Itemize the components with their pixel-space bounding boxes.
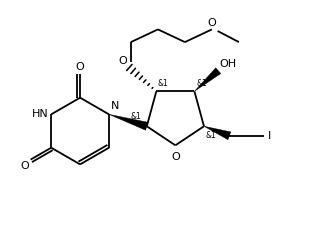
Text: O: O [118, 56, 127, 66]
Text: &1: &1 [205, 131, 216, 140]
Text: N: N [111, 101, 119, 111]
Text: I: I [268, 131, 271, 141]
Text: O: O [208, 18, 216, 28]
Text: &1: &1 [130, 112, 141, 121]
Text: O: O [20, 161, 29, 171]
Polygon shape [109, 114, 148, 130]
Polygon shape [204, 126, 231, 140]
Polygon shape [195, 68, 221, 91]
Text: O: O [171, 152, 180, 162]
Text: &1: &1 [158, 78, 169, 87]
Text: OH: OH [220, 59, 237, 69]
Text: O: O [76, 62, 85, 72]
Text: &1: &1 [196, 78, 207, 87]
Text: HN: HN [32, 109, 49, 119]
